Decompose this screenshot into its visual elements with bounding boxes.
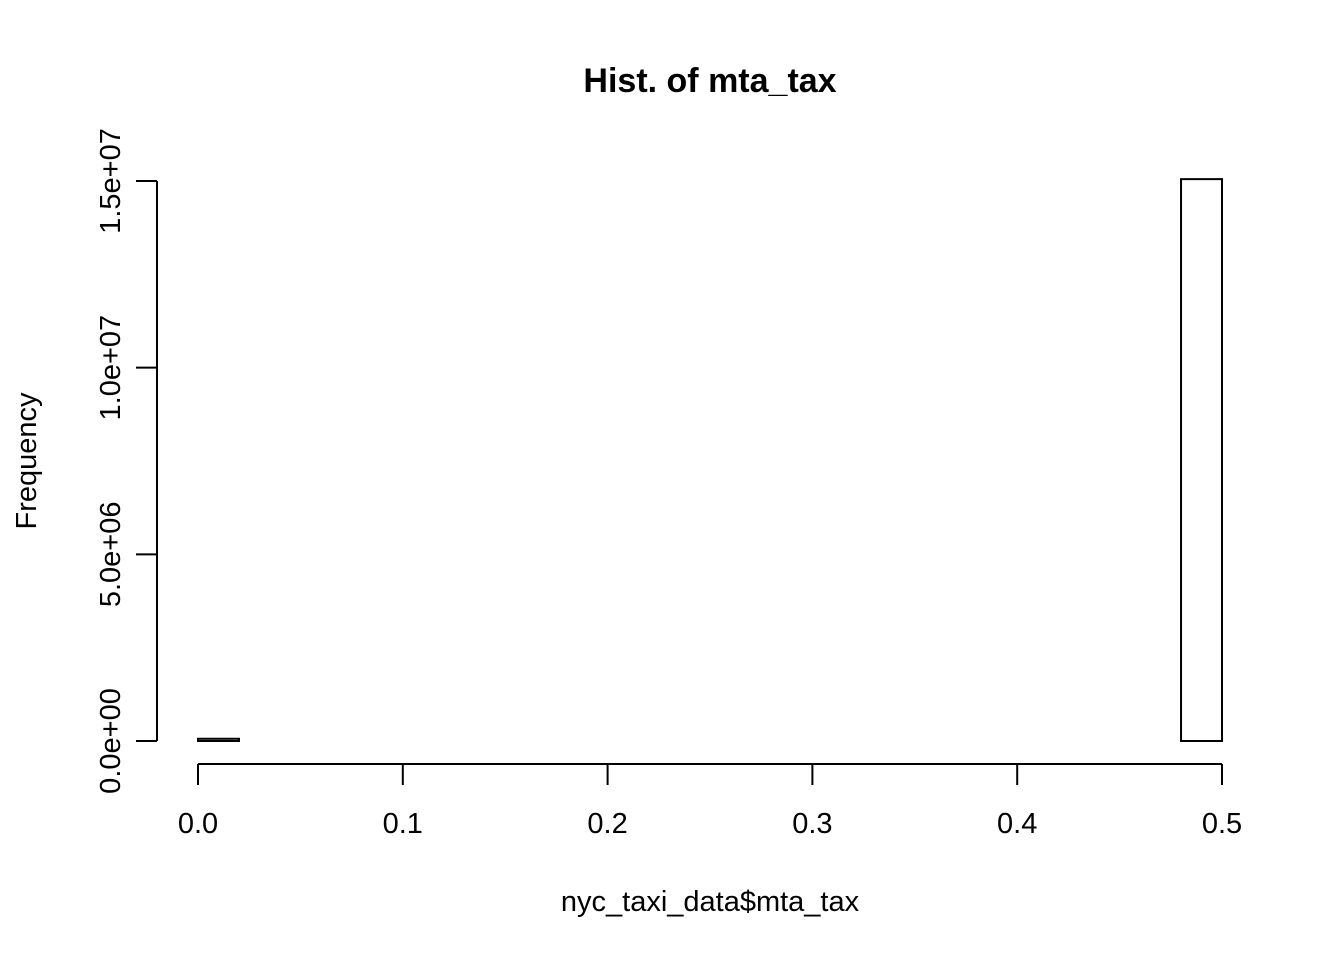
x-tick-label: 0.0 — [178, 808, 218, 840]
x-tick-label: 0.2 — [587, 808, 627, 840]
x-tick-label: 0.1 — [383, 808, 423, 840]
histogram-bar — [1180, 178, 1224, 742]
y-axis: 0.0e+00 5.0e+06 1.0e+07 1.5e+07 — [95, 128, 158, 794]
x-axis-label: nyc_taxi_data$mta_tax — [561, 886, 860, 918]
y-axis-label: Frequency — [11, 392, 43, 530]
x-axis: 0.0 0.1 0.2 0.3 0.4 0.5 — [178, 763, 1242, 840]
x-tick-label: 0.3 — [792, 808, 832, 840]
y-tick-label: 1.0e+07 — [95, 315, 127, 421]
y-tick-label: 5.0e+06 — [95, 502, 127, 608]
x-tick-label: 0.4 — [997, 808, 1037, 840]
y-tick-label: 0.0e+00 — [95, 688, 127, 794]
histogram-bar — [197, 737, 240, 743]
x-tick-label: 0.5 — [1202, 808, 1242, 840]
y-tick-label: 1.5e+07 — [95, 128, 127, 234]
histogram-bars — [197, 178, 1224, 743]
chart-title: Hist. of mta_tax — [583, 62, 836, 100]
